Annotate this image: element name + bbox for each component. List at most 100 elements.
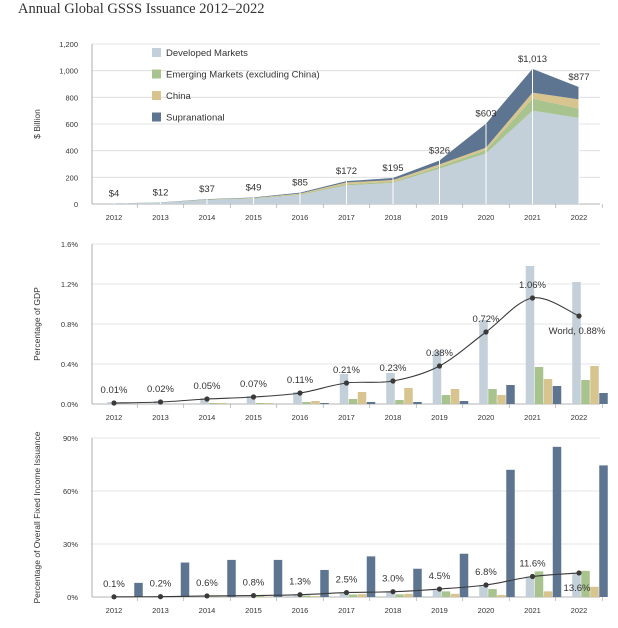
total-label: $12: [153, 187, 169, 198]
legend-swatch: [152, 112, 161, 122]
world-point-label: 0.1%: [103, 579, 125, 590]
x-tick-label: 2022: [571, 213, 588, 222]
world-point: [483, 582, 489, 588]
world-point: [390, 378, 396, 384]
world-point-label: 11.6%: [519, 559, 546, 570]
total-label: $877: [568, 72, 589, 83]
y-axis-title: Percentage of GDP: [32, 287, 42, 361]
bar-developed-markets: [293, 594, 302, 597]
x-tick-label: 2018: [385, 606, 402, 615]
x-tick-label: 2015: [245, 606, 262, 615]
x-tick-label: 2012: [106, 413, 123, 422]
bar-emerging-markets-excluding-china: [395, 400, 404, 404]
issuance-area-chart: 0 200 400 600 800 1,000 1,200 2012 2013 2014 2015 2…: [32, 40, 603, 222]
bar-supranational: [320, 403, 329, 404]
bar-developed-markets: [339, 592, 349, 597]
legend-label: Emerging Markets (excluding China): [166, 70, 320, 81]
bar-supranational: [599, 393, 608, 404]
y-tick-label: 30%: [63, 540, 78, 549]
legend-label: China: [166, 91, 192, 102]
bar-supranational: [366, 556, 376, 597]
bar-supranational: [552, 446, 562, 597]
fixed-income-share-bar-chart: 0% 30% 60% 90% 2012 2013 2014 2015 2016 2017 2018 2…: [32, 431, 608, 615]
bar-emerging-markets-excluding-china: [209, 403, 218, 404]
y-tick-label: 200: [65, 173, 78, 182]
bar-developed-markets: [572, 572, 581, 597]
world-point-label: 1.3%: [289, 577, 311, 588]
bar-developed-markets: [432, 589, 442, 597]
bar-china: [543, 591, 553, 597]
bar-china: [497, 395, 506, 404]
bar-china: [450, 593, 460, 597]
y-tick-label: 600: [65, 120, 78, 129]
bar-developed-markets: [339, 374, 349, 404]
world-point-label: 0.21%: [333, 365, 360, 376]
bar-china: [450, 389, 460, 404]
x-tick-label: 2014: [199, 213, 216, 222]
x-tick-label: 2021: [524, 606, 541, 615]
bar-emerging-markets-excluding-china: [395, 594, 404, 597]
world-point-label: 6.8%: [475, 567, 497, 578]
bar-emerging-markets-excluding-china: [348, 594, 358, 597]
bar-emerging-markets-excluding-china: [348, 399, 358, 404]
bar-supranational: [413, 402, 422, 404]
total-label: $49: [246, 182, 262, 193]
world-point-label: 0.38%: [426, 348, 453, 359]
x-tick-label: 2016: [292, 413, 309, 422]
x-tick-label: 2016: [292, 606, 309, 615]
x-tick-label: 2017: [338, 213, 355, 222]
world-point-label: 0.2%: [150, 579, 172, 590]
bar-supranational: [599, 465, 608, 597]
bar-developed-markets: [386, 591, 395, 597]
x-tick-label: 2017: [338, 606, 355, 615]
y-tick-label: 90%: [63, 434, 78, 443]
x-tick-label: 2021: [524, 213, 541, 222]
y-tick-label: 0.8%: [61, 320, 78, 329]
world-point: [297, 390, 303, 396]
y-tick-label: 60%: [63, 487, 78, 496]
legend-label: Supranational: [166, 113, 225, 124]
world-point-label: 13.6%: [564, 583, 591, 594]
world-point-label: 2.5%: [336, 575, 358, 586]
y-tick-label: 400: [65, 147, 78, 156]
legend-swatch: [152, 91, 161, 100]
world-point: [576, 570, 582, 576]
bar-emerging-markets-excluding-china: [534, 367, 544, 404]
world-point: [204, 593, 210, 599]
world-point-label: 0.05%: [194, 381, 221, 392]
bar-developed-markets: [200, 398, 209, 404]
x-tick-label: 2019: [431, 213, 448, 222]
x-tick-label: 2014: [199, 606, 216, 615]
y-tick-label: 1.2%: [61, 280, 78, 289]
legend-label: Developed Markets: [166, 48, 248, 59]
world-point-label: 0.11%: [287, 375, 314, 386]
bar-emerging-markets-excluding-china: [255, 403, 265, 404]
x-tick-label: 2022: [571, 606, 588, 615]
x-tick-label: 2020: [478, 606, 495, 615]
total-label: $4: [109, 188, 120, 199]
total-label: $172: [336, 166, 357, 177]
bar-developed-markets: [293, 392, 302, 404]
gdp-share-bar-chart: 0.0% 0.4% 0.8% 1.2% 1.6% 2012 2013 2014 2015 2016…: [32, 240, 608, 422]
world-point-label: 4.5%: [429, 571, 451, 582]
x-tick-label: 2015: [245, 213, 262, 222]
bar-china: [357, 392, 367, 404]
bar-china: [590, 586, 599, 597]
bar-supranational: [366, 402, 376, 404]
x-tick-label: 2012: [106, 213, 123, 222]
world-point: [483, 329, 489, 335]
world-point: [250, 394, 257, 400]
bar-developed-markets: [386, 373, 395, 404]
total-label: $195: [382, 163, 403, 174]
y-tick-label: 0.4%: [61, 360, 78, 369]
bar-china: [497, 594, 506, 597]
y-axis-title: $ Billion: [32, 109, 42, 139]
bar-emerging-markets-excluding-china: [488, 389, 497, 404]
bar-china: [404, 388, 413, 404]
bar-emerging-markets-excluding-china: [302, 402, 311, 404]
y-tick-label: 1,000: [59, 67, 78, 76]
bar-emerging-markets-excluding-china: [581, 570, 590, 597]
y-tick-label: 1.6%: [61, 240, 78, 249]
y-tick-label: 0.0%: [61, 400, 78, 409]
